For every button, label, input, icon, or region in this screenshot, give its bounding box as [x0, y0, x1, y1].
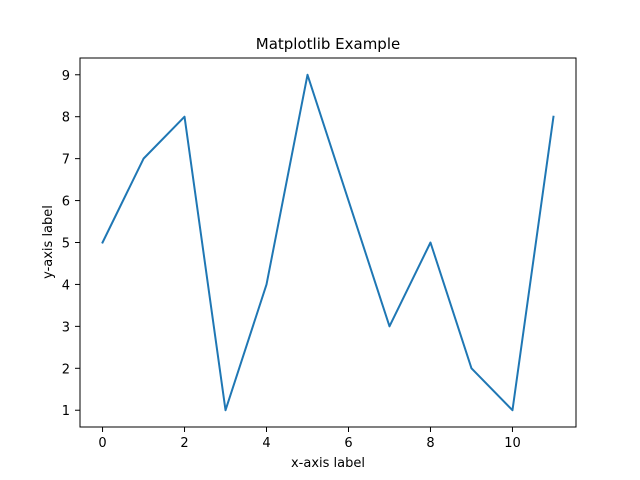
x-axis-ticks: 0 2 4 6 8 10 [98, 427, 521, 451]
y-tick-label: 4 [62, 278, 70, 293]
series-line [101, 73, 555, 412]
y-axis-ticks: 1 2 3 4 5 6 7 8 9 [62, 69, 80, 419]
y-tick-label: 5 [62, 237, 70, 252]
x-tick-label: 0 [98, 436, 106, 451]
x-axis-title: x-axis label [291, 456, 365, 471]
y-tick-label: 1 [62, 404, 70, 419]
chart-title: Matplotlib Example [256, 35, 400, 53]
y-tick-label: 2 [62, 362, 70, 377]
x-tick-label: 8 [426, 436, 434, 451]
x-tick-label: 2 [180, 436, 188, 451]
x-tick-label: 4 [262, 436, 270, 451]
y-tick-label: 9 [62, 69, 70, 84]
y-axis-title: y-axis label [41, 205, 56, 279]
y-tick-label: 3 [62, 320, 70, 335]
x-tick-label: 6 [344, 436, 352, 451]
axes-frame [79, 57, 577, 428]
y-tick-label: 8 [62, 111, 70, 126]
y-tick-label: 7 [62, 153, 70, 168]
data-points [102, 74, 554, 411]
y-tick-label: 6 [62, 195, 70, 210]
x-tick-label: 10 [504, 436, 521, 451]
